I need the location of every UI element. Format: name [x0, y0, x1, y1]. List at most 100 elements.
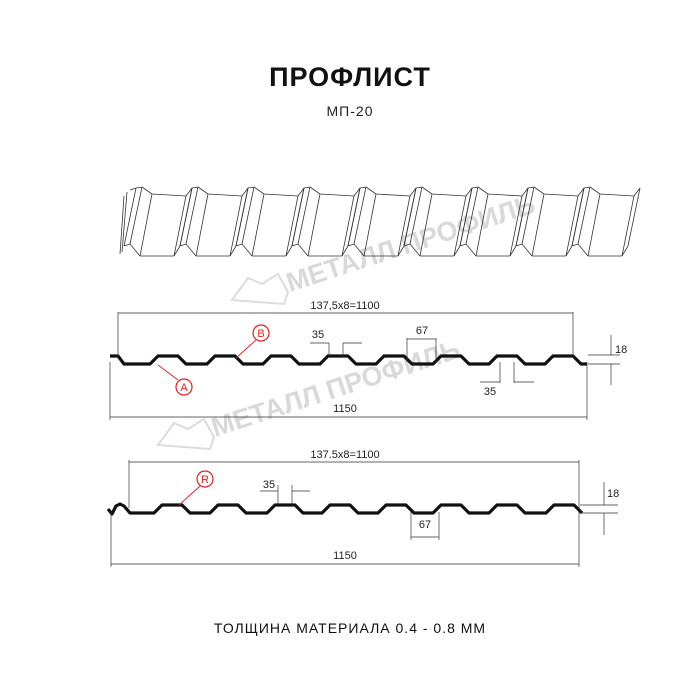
sheet-edge: [403, 187, 417, 247]
sheet-edge: [621, 195, 635, 257]
sheet-edge: [583, 186, 591, 189]
sheet-edge: [229, 245, 237, 257]
sheet-edge: [319, 193, 355, 197]
pitch-label: 137.5x8=1100: [310, 449, 379, 461]
sheet-edge: [515, 243, 523, 247]
sheet-edge: [571, 243, 579, 247]
sheet-edge: [207, 193, 243, 197]
sheet-edge: [421, 186, 433, 195]
sheet-edge: [185, 243, 197, 257]
sheet-edge: [235, 243, 243, 247]
svg-text:A: A: [180, 382, 188, 394]
sheet-edge: [135, 186, 143, 189]
rib-span-label: 67: [416, 325, 428, 337]
sheet-edge: [123, 243, 131, 247]
sheet-edge: [179, 187, 193, 247]
sheet-edge: [521, 243, 533, 257]
sheet-edge: [453, 245, 461, 257]
sheet-edge: [627, 187, 641, 247]
sheet-edge: [375, 193, 411, 197]
sheet-edge: [453, 195, 467, 257]
sheet-edge: [341, 195, 355, 257]
sheet-edge: [129, 243, 141, 257]
sheet-edge: [151, 193, 187, 197]
sheet-edge: [397, 245, 405, 257]
sheet-edge: [297, 243, 309, 257]
sheet-edge: [247, 186, 255, 189]
sheet-edge: [577, 186, 591, 245]
sheet-edge: [121, 191, 128, 253]
page-subtitle: МП-20: [326, 103, 374, 119]
sheet-edge: [179, 243, 187, 247]
sheet-edge: [599, 193, 635, 197]
sheet-edge: [587, 193, 601, 257]
svg-text:МЕТАЛЛ ПРОФИЛЬ: МЕТАЛЛ ПРОФИЛЬ: [208, 334, 464, 443]
profile-top: 137,5x8=1100 1150 35 67 35 18 B A: [109, 300, 627, 420]
sheet-edge: [129, 186, 143, 245]
svg-text:МЕТАЛЛ ПРОФИЛЬ: МЕТАЛЛ ПРОФИЛЬ: [283, 189, 539, 298]
sheet-edge: [139, 193, 153, 257]
sheet-edge: [195, 193, 209, 257]
sheet-edge: [119, 195, 125, 255]
rib-top-label: 35: [263, 479, 275, 491]
sheet-edge: [533, 186, 545, 195]
sheet-edge: [173, 195, 187, 257]
sheet-edge: [303, 186, 311, 189]
sheet-edge: [577, 187, 585, 197]
svg-text:R: R: [201, 474, 209, 486]
sheet-edge: [589, 186, 601, 195]
svg-text:B: B: [257, 328, 264, 340]
sheet-edge: [307, 193, 321, 257]
sheet-edge: [141, 186, 153, 195]
sheet-edge: [515, 187, 529, 247]
sheet-edge: [521, 187, 529, 197]
sheet-edge: [459, 187, 473, 247]
sheet-edge: [297, 186, 311, 245]
sheet-edge: [633, 187, 641, 197]
sheet-edge: [297, 187, 305, 197]
sheet-edge: [129, 187, 137, 191]
rib-bottom-label: 35: [484, 386, 496, 398]
sheet-edge: [241, 243, 253, 257]
sheet-edge: [197, 186, 209, 195]
rib-top-label: 35: [312, 329, 324, 341]
material-thickness-note: ТОЛЩИНА МАТЕРИАЛА 0.4 - 0.8 ММ: [213, 620, 487, 636]
sheet-edge: [253, 186, 265, 195]
pitch-label: 137,5x8=1100: [310, 300, 379, 312]
sheet-edge: [173, 245, 181, 257]
width-label: 1150: [333, 403, 357, 415]
sheet-edge: [241, 186, 255, 245]
sheet-edge: [621, 245, 629, 257]
sheet-edge: [341, 245, 349, 257]
sheet-edge: [477, 186, 489, 195]
sheet-edge: [185, 186, 199, 245]
sheet-edge: [509, 195, 523, 257]
sheet-edge: [123, 187, 137, 247]
sheet-edge: [353, 243, 365, 257]
sheet-edge: [353, 186, 367, 245]
sheet-edge: [475, 193, 489, 257]
sheet-edge: [251, 193, 265, 257]
sheet-edge: [363, 193, 377, 257]
sheet-edge: [241, 187, 249, 197]
sheet-edge: [291, 243, 299, 247]
sheet-edge: [543, 193, 579, 197]
sheet-edge: [577, 243, 589, 257]
sheet-edge: [235, 187, 249, 247]
sheet-edge: [521, 186, 535, 245]
sheet-edge: [419, 193, 433, 257]
sheet-edge: [565, 245, 573, 257]
sheet-edge: [347, 187, 361, 247]
sheet-edge: [409, 243, 421, 257]
profile-bottom: 137.5x8=1100 1150 35 67 18 R: [106, 449, 619, 567]
sheet-edge: [509, 245, 517, 257]
sheet-edge: [365, 186, 377, 195]
sheet-edge: [353, 187, 361, 197]
sheet-edge: [459, 243, 467, 247]
sheet-edge: [309, 186, 321, 195]
sheet-edge: [403, 243, 411, 247]
sheet-edge: [465, 186, 479, 245]
sheet-edge: [465, 187, 473, 197]
sheet-edge: [285, 245, 293, 257]
